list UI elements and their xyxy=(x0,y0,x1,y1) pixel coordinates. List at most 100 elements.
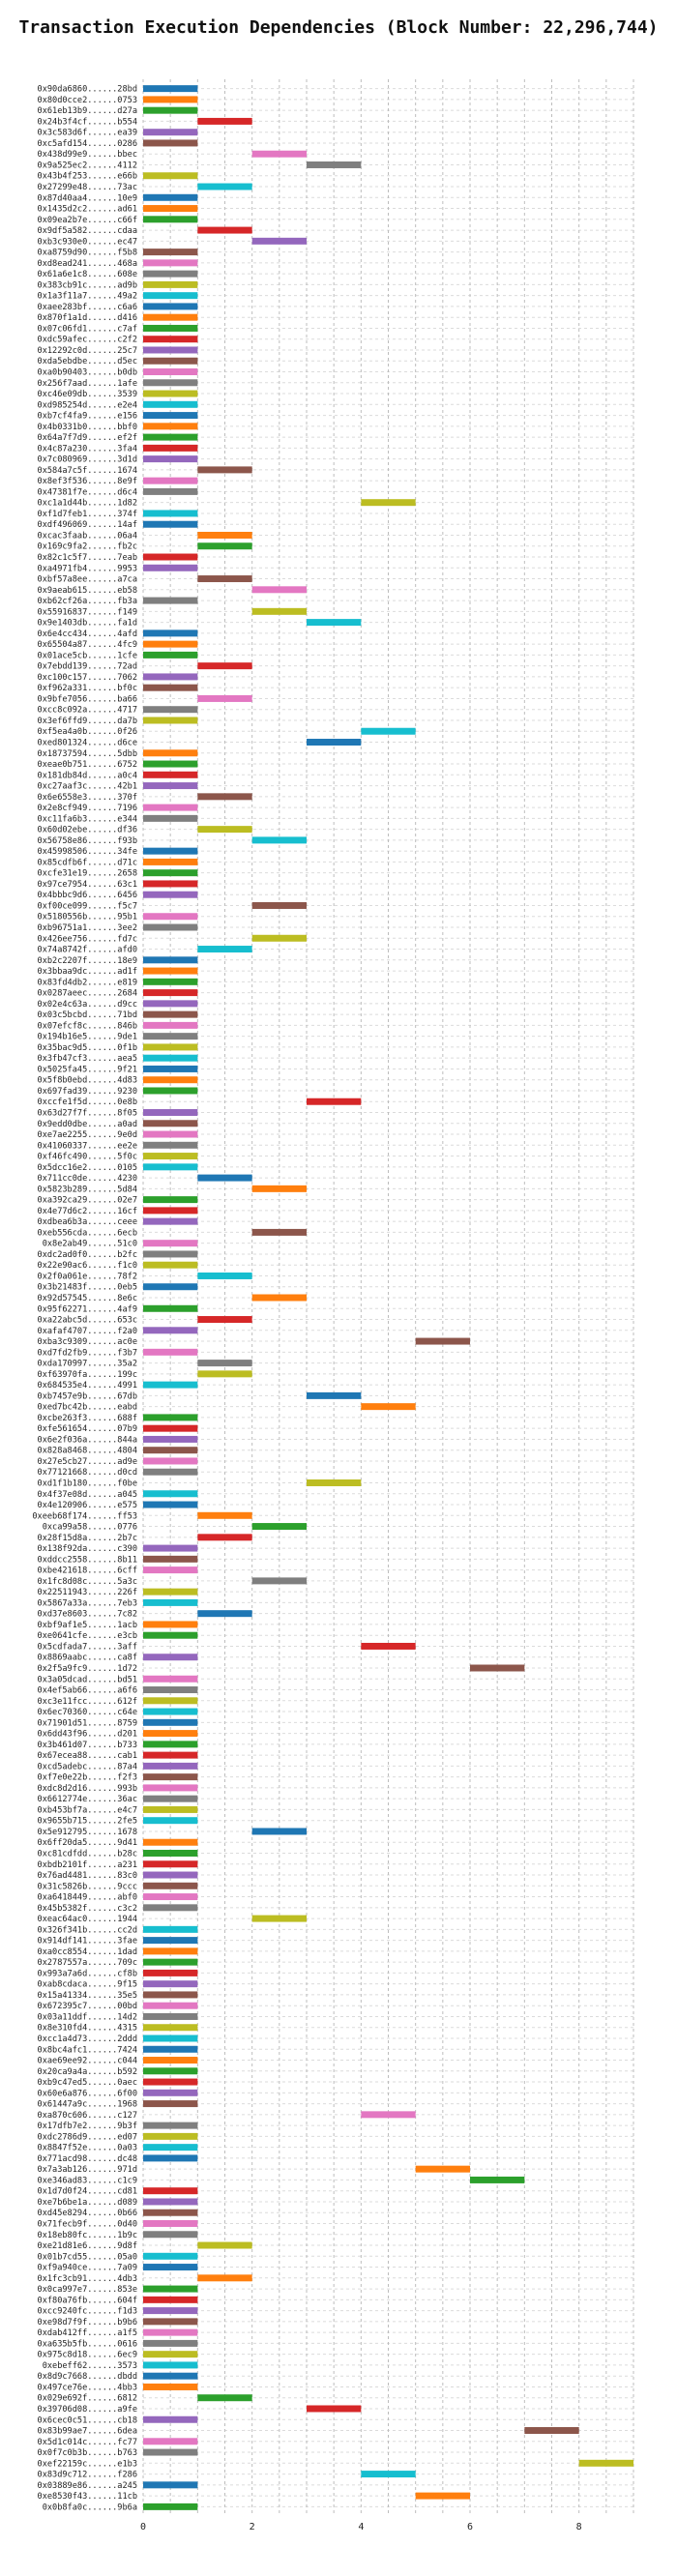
bar xyxy=(143,2045,198,2053)
tx-label: 0x67ecea88......cab1 xyxy=(38,1751,137,1761)
tx-label: 0xa0b90403......b0db xyxy=(38,368,137,378)
tx-label: 0x3a05dcad......bd51 xyxy=(38,1675,137,1684)
tx-label: 0x5867a33a......7eb3 xyxy=(38,1598,137,1608)
bar xyxy=(143,433,198,441)
bar xyxy=(143,858,198,865)
tx-label: 0x4e77d6c2......16cf xyxy=(38,1207,137,1216)
bar xyxy=(143,553,198,561)
bar xyxy=(143,749,198,757)
tx-label: 0xf962a331......bf0c xyxy=(38,684,137,693)
tx-label: 0x28f15d8a......2b7c xyxy=(38,1534,137,1543)
bar xyxy=(143,1141,198,1149)
tx-label: 0x64a7f7d9......ef2f xyxy=(38,433,137,443)
tx-label: 0xa870c606......c127 xyxy=(38,2111,137,2121)
tx-label: 0xcd5adebc......87a4 xyxy=(38,1762,137,1771)
tx-label: 0xeb556cda......6ecb xyxy=(38,1228,137,1238)
bar xyxy=(143,2187,198,2195)
bar xyxy=(143,1163,198,1171)
bar xyxy=(415,2165,470,2173)
tx-label: 0x9aeab615......eb58 xyxy=(38,586,137,596)
bar xyxy=(143,956,198,964)
tx-label: 0xcfe31e19......2658 xyxy=(38,869,137,879)
tx-label: 0xd985254d......e2e4 xyxy=(38,400,137,410)
tx-label: 0x8e2ab49......51c0 xyxy=(43,1240,137,1249)
tx-label: 0xf00ce099......f5c7 xyxy=(38,901,137,911)
tx-label: 0x97ce7954......63c1 xyxy=(38,880,137,890)
tx-label: 0xab8cdaca......9f15 xyxy=(38,1980,137,1990)
tx-label: 0xdc2786d9......ed07 xyxy=(38,2132,137,2142)
bar xyxy=(143,1414,198,1421)
bar xyxy=(197,1174,252,1182)
tx-label: 0x6ec70360......c64e xyxy=(38,1708,137,1717)
tx-label: 0x82c1c5f7......7eab xyxy=(38,553,137,563)
bar xyxy=(143,444,198,452)
tx-label: 0x01ace5cb......1cfe xyxy=(38,651,137,660)
tx-label: 0x83b99ae7......6dea xyxy=(38,2427,137,2437)
bar xyxy=(143,106,198,114)
tx-label: 0xd1f1b180......f0be xyxy=(38,1478,137,1488)
tx-label: 0xd8ead241......468a xyxy=(38,259,137,269)
bar xyxy=(143,2307,198,2315)
tx-label: 0x6ff20da5......9d41 xyxy=(38,1838,137,1848)
tx-label: 0x9655b715......2fe5 xyxy=(38,1817,137,1827)
tx-label: 0xa4971fb4......9953 xyxy=(38,564,137,573)
tx-label: 0x3b461d07......b733 xyxy=(38,1741,137,1750)
bar xyxy=(143,292,198,300)
tx-label: 0xd7fd2fb9......f3b7 xyxy=(38,1348,137,1358)
tx-label: 0x1fc3cb91......4db3 xyxy=(38,2274,137,2284)
bar xyxy=(251,1185,307,1192)
bar xyxy=(143,782,198,790)
bar xyxy=(143,1958,198,1966)
bar xyxy=(197,793,252,801)
bar xyxy=(143,1980,198,1988)
bar xyxy=(143,1773,198,1781)
bar xyxy=(143,684,198,691)
tx-label: 0x0287aeec......2684 xyxy=(38,989,137,999)
bar xyxy=(143,640,198,648)
tx-label: 0x426ee756......fd7c xyxy=(38,934,137,944)
tx-label: 0xe98d7f9f......b9b6 xyxy=(38,2318,137,2327)
tx-label: 0x3c583d6f......ea39 xyxy=(38,129,137,138)
bar xyxy=(143,880,198,888)
tx-label: 0xda170997......35a2 xyxy=(38,1360,137,1369)
tx-label: 0xed801324......d6ce xyxy=(38,739,137,748)
tx-label: 0x5e912795......1678 xyxy=(38,1828,137,1837)
tx-label: 0x684535e4......4991 xyxy=(38,1381,137,1390)
tx-label: 0x256f7aad......1afe xyxy=(38,379,137,389)
tx-label: 0x83fd4db2......e819 xyxy=(38,978,137,987)
bar xyxy=(307,1479,362,1486)
tx-label: 0xe21d81e6......9d8f xyxy=(38,2241,137,2251)
bar xyxy=(143,2132,198,2140)
bar xyxy=(143,2089,198,2096)
tx-label: 0x2e8cf949......7196 xyxy=(38,804,137,813)
tx-label: 0x12292c0d......25c7 xyxy=(38,346,137,356)
bar xyxy=(361,499,416,507)
tx-label: 0x5025fa45......9f21 xyxy=(38,1065,137,1074)
bar xyxy=(143,379,198,387)
tx-label: 0x4bbbc9d6......6456 xyxy=(38,891,137,900)
bar xyxy=(143,412,198,420)
tx-label: 0x61447a9c......1968 xyxy=(38,2100,137,2110)
tx-label: 0xf46fc490......5f0c xyxy=(38,1153,137,1162)
tx-label: 0x15a41334......35e5 xyxy=(38,1991,137,2001)
bar xyxy=(251,237,307,245)
tx-label: 0x3b21483f......0eb5 xyxy=(38,1283,137,1293)
tx-label: 0x697fad39......9230 xyxy=(38,1087,137,1097)
bar xyxy=(197,662,252,670)
tx-label: 0x27299e48......73ac xyxy=(38,183,137,192)
bar xyxy=(143,1751,198,1759)
bar xyxy=(143,1000,198,1008)
bar xyxy=(143,1153,198,1160)
bar xyxy=(361,1403,416,1411)
tx-label: 0xa635b5fb......0616 xyxy=(38,2339,137,2349)
bar xyxy=(578,2459,633,2467)
tx-label: 0x8e310fd4......4315 xyxy=(38,2024,137,2034)
tx-label: 0x0f7c0b3b......b763 xyxy=(38,2448,137,2458)
bar xyxy=(143,1555,198,1563)
tx-label: 0xdf496069......14af xyxy=(38,520,137,530)
bar xyxy=(307,1391,362,1399)
bar xyxy=(143,129,198,136)
bar xyxy=(143,1468,198,1476)
grid-lines xyxy=(142,79,634,2516)
bar xyxy=(143,1043,198,1051)
